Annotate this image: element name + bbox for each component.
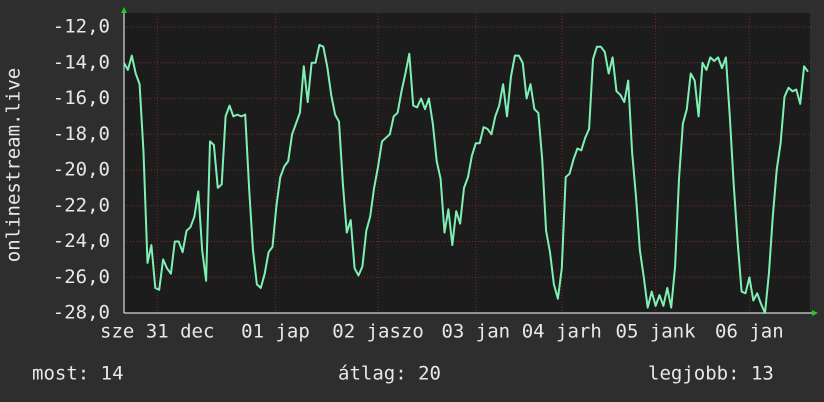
data-line [123,43,809,314]
x-tick-label: 06 jan [715,321,784,343]
x-tick-label: sze 31 dec [100,321,214,343]
x-tick-label: 04 jarh [522,321,602,343]
stat-current: most: 14 [32,363,124,385]
x-tick-label: 03 jan [441,321,510,343]
stat-best: legjobb: 13 [648,363,774,385]
x-tick-label: 02 jaszo [332,321,424,343]
axis-arrow [812,310,818,316]
axis-arrow [121,7,127,13]
stat-average: átlag: 20 [338,363,441,385]
y-tick-label: -16,0 [53,87,110,109]
y-tick-label: -14,0 [53,51,110,73]
y-tick-label: -20,0 [53,159,110,181]
y-tick-label: -22,0 [53,194,110,216]
x-tick-label: 05 jank [616,321,697,343]
plot-area [124,13,810,313]
y-axis-label: onlinestream.live [3,68,25,262]
y-tick-label: -24,0 [53,230,110,252]
y-tick-label: -18,0 [53,123,110,145]
x-tick-label: 01 jap [241,321,310,343]
y-tick-label: -28,0 [53,302,110,324]
y-tick-label: -26,0 [53,266,110,288]
y-tick-label: -12,0 [53,16,110,38]
